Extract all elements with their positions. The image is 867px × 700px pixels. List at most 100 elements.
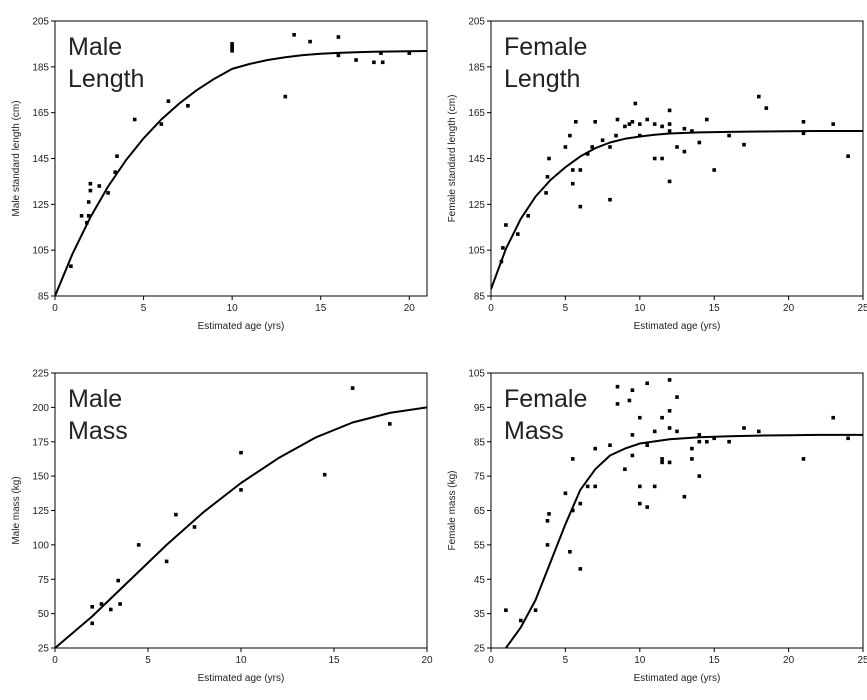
data-point (690, 446, 694, 451)
x-tick-label: 20 (783, 303, 795, 314)
data-point (407, 51, 412, 55)
x-tick-label: 15 (709, 303, 721, 314)
data-point (638, 501, 642, 506)
data-point (79, 214, 84, 218)
data-point (682, 494, 687, 499)
data-point (571, 181, 575, 186)
data-point (516, 232, 520, 236)
data-point (571, 508, 575, 513)
data-point (350, 386, 355, 390)
data-point (116, 578, 120, 583)
data-point (563, 145, 568, 149)
data-point (697, 433, 702, 437)
x-tick-label: 15 (328, 655, 340, 666)
data-point (322, 472, 327, 477)
panel-label-line: Length (504, 65, 580, 93)
data-point (615, 384, 620, 389)
data-point (578, 204, 583, 209)
data-point (660, 415, 664, 420)
data-point (164, 559, 169, 564)
data-point (336, 35, 341, 39)
x-tick-label: 10 (634, 655, 646, 666)
data-point (88, 181, 93, 186)
x-tick-label: 0 (488, 303, 494, 314)
data-point (690, 129, 694, 133)
data-point (645, 505, 649, 509)
data-point (578, 168, 583, 172)
data-point (615, 402, 620, 406)
x-tick-label: 20 (783, 655, 795, 666)
y-tick-label: 185 (468, 62, 485, 73)
y-axis-label: Female mass (kg) (447, 470, 458, 550)
data-point (764, 106, 769, 110)
data-point (118, 602, 122, 606)
data-point (675, 429, 679, 434)
y-tick-label: 85 (38, 292, 50, 303)
data-point (682, 149, 687, 154)
panel-label-line: Female (504, 33, 587, 61)
plot-frame (54, 372, 428, 649)
data-point (623, 124, 627, 129)
x-tick-label: 5 (563, 303, 569, 314)
data-point (682, 126, 687, 131)
data-point (159, 122, 164, 126)
data-point (504, 223, 508, 227)
panel-label-line: Length (68, 65, 144, 93)
data-point (69, 264, 73, 268)
fit-curve (491, 130, 863, 290)
data-point (166, 99, 171, 103)
data-point (106, 191, 110, 195)
y-tick-label: 165 (468, 108, 485, 119)
y-tick-label: 105 (468, 369, 485, 380)
data-point (742, 426, 746, 430)
data-point (615, 117, 620, 122)
data-point (519, 618, 523, 623)
panel-label-line: Male (68, 385, 122, 413)
x-tick-label: 25 (857, 655, 867, 666)
data-point (90, 621, 94, 626)
data-point (712, 168, 716, 172)
data-point (86, 200, 91, 204)
data-point (757, 429, 761, 434)
x-tick-label: 20 (404, 303, 416, 314)
y-tick-label: 165 (32, 108, 49, 119)
data-point (115, 154, 119, 158)
data-point (757, 94, 761, 99)
y-tick-label: 100 (32, 540, 49, 551)
data-point (623, 467, 627, 471)
data-point (660, 460, 664, 465)
data-point (697, 140, 702, 145)
data-point (667, 129, 672, 133)
y-tick-label: 145 (32, 154, 49, 165)
data-point (652, 122, 657, 126)
data-point (132, 117, 137, 122)
data-point (660, 124, 664, 129)
data-point (354, 58, 358, 62)
data-point (545, 175, 550, 179)
y-tick-label: 205 (468, 17, 485, 28)
data-point (283, 94, 288, 99)
data-point (547, 156, 551, 161)
data-point (230, 49, 234, 53)
panel-label-line: Mass (504, 417, 564, 445)
data-point (831, 122, 835, 126)
data-point (801, 457, 806, 461)
x-tick-label: 5 (563, 655, 569, 666)
y-tick-label: 200 (32, 403, 49, 414)
data-point (638, 122, 642, 126)
data-point (174, 512, 178, 517)
data-point (630, 453, 635, 458)
data-point (239, 488, 243, 492)
data-point (727, 133, 731, 138)
data-point (638, 484, 642, 489)
data-point (86, 214, 91, 218)
data-point (608, 443, 612, 447)
plot-frame (490, 372, 864, 649)
y-tick-label: 25 (38, 644, 50, 655)
data-point (846, 436, 850, 441)
data-point (574, 120, 578, 124)
y-tick-label: 85 (474, 292, 486, 303)
y-axis-label: Male mass (kg) (11, 476, 22, 544)
